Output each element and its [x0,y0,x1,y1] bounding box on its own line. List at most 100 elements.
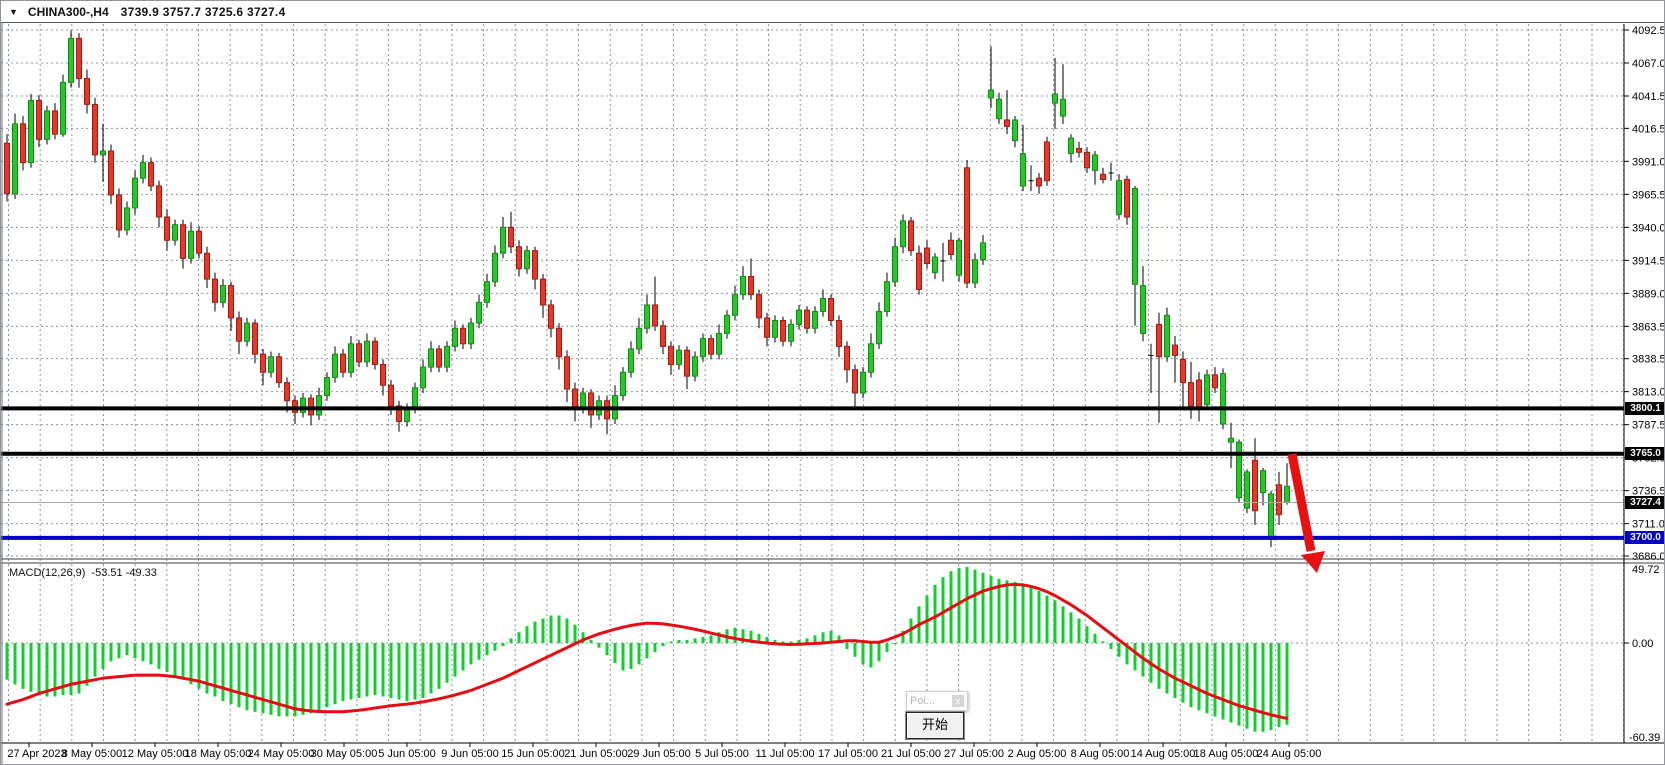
macd-histogram-bar [397,643,401,700]
macd-histogram-bar [581,632,585,643]
macd-histogram-bar [477,643,481,660]
macd-histogram-bar [453,643,457,677]
price-tick-label: 4092.5 [1632,25,1665,37]
time-tick-label: 24 May 05:00 [248,748,315,760]
macd-histogram-bar [285,643,289,717]
candle-body [500,226,506,254]
price-tick-label: 4016.5 [1632,123,1665,135]
time-tick-label: 24 Aug 05:00 [1257,748,1322,760]
time-tick-label: 30 May 05:00 [311,748,378,760]
candle-body [772,320,778,338]
candle-body [620,371,626,397]
candle-body [1220,373,1226,425]
macd-histogram-bar [221,643,225,702]
candle-body [1276,484,1282,516]
macd-histogram-bar [53,643,57,697]
candle-body [300,397,306,413]
candle-body [884,281,890,312]
price-tick-label: 3940.0 [1632,222,1665,234]
macd-histogram-bar [1245,643,1249,729]
macd-histogram-bar [965,567,969,643]
macd-histogram-bar [85,643,89,686]
candle-body [268,356,274,373]
candle-body [644,304,650,329]
macd-histogram-bar [501,643,505,647]
macd-histogram-bar [1253,643,1257,732]
candle-body [1260,470,1266,494]
candle-body [796,309,802,325]
popup-titlebar: Poi... x [906,691,968,711]
close-icon[interactable]: x [952,695,964,707]
candle-body [524,250,530,270]
candle-body [580,392,586,409]
candle-body [260,353,266,373]
macd-histogram-bar [29,643,33,692]
macd-histogram-bar [1261,643,1265,732]
candle-body [700,338,706,358]
macd-histogram-bar [869,643,873,668]
candle-body [892,246,898,283]
macd-histogram-bar [1229,643,1233,723]
chevron-down-icon[interactable]: ▼ [9,6,18,17]
candle-body [252,322,258,355]
macd-histogram-bar [229,643,233,705]
macd-histogram-bar [1021,584,1025,643]
price-tick-label: 3863.5 [1632,321,1665,333]
candle-body [1236,441,1242,499]
candle-body [220,285,226,303]
price-tick-label: 3965.5 [1632,189,1665,201]
time-tick-label: 5 Jul 05:00 [695,748,749,760]
time-tick-label: 15 Jun 05:00 [501,748,565,760]
candle-body [948,239,954,256]
time-tick-label: 8 Aug 05:00 [1071,748,1130,760]
candle-body [388,384,394,407]
macd-histogram-bar [685,639,689,643]
macd-histogram-bar [901,630,905,643]
macd-values-text: -53.51 -49.33 [91,567,157,579]
candle-body [420,366,426,389]
macd-histogram-bar [141,643,145,662]
macd-histogram-bar [605,643,609,656]
candle-body [828,298,834,322]
macd-histogram-bar [37,643,41,695]
time-tick-label: 17 Jul 05:00 [818,748,878,760]
macd-histogram-bar [589,639,593,643]
candle-body [44,110,50,140]
candle-body [1092,154,1098,171]
macd-histogram-bar [381,643,385,697]
macd-histogram-bar [1117,643,1121,657]
candle-body [380,363,386,386]
candle-body [236,317,242,342]
macd-histogram-bar [165,643,169,673]
macd-histogram-bar [1165,643,1169,694]
candle-body [212,278,218,303]
macd-histogram-bar [101,643,105,669]
candle-body [1244,471,1250,509]
macd-histogram-bar [781,641,785,643]
price-tag: 3800.1 [1625,401,1664,415]
candle-body [964,167,970,284]
macd-scale-max-label: 49.72 [1632,564,1660,576]
time-tick-label: 12 May 05:00 [122,748,189,760]
macd-histogram-bar [797,639,801,643]
macd-histogram-bar [997,578,1001,643]
candle-body [476,301,482,324]
macd-histogram-bar [437,643,441,689]
macd-histogram-bar [981,572,985,643]
candle-body [108,150,114,196]
candle-body [932,256,938,274]
macd-histogram-bar [213,643,217,697]
macd-histogram-bar [61,643,65,695]
candle-body [364,340,370,363]
candle-body [100,150,106,156]
candle-body [1068,137,1074,155]
candle-body [284,382,290,402]
macd-histogram-bar [1069,612,1073,643]
candle-body [516,246,522,270]
candle-body [92,103,98,156]
candle-body [684,349,690,377]
macd-histogram-bar [957,568,961,643]
macd-histogram-bar [5,643,9,680]
start-button[interactable]: 开始 [906,712,964,739]
